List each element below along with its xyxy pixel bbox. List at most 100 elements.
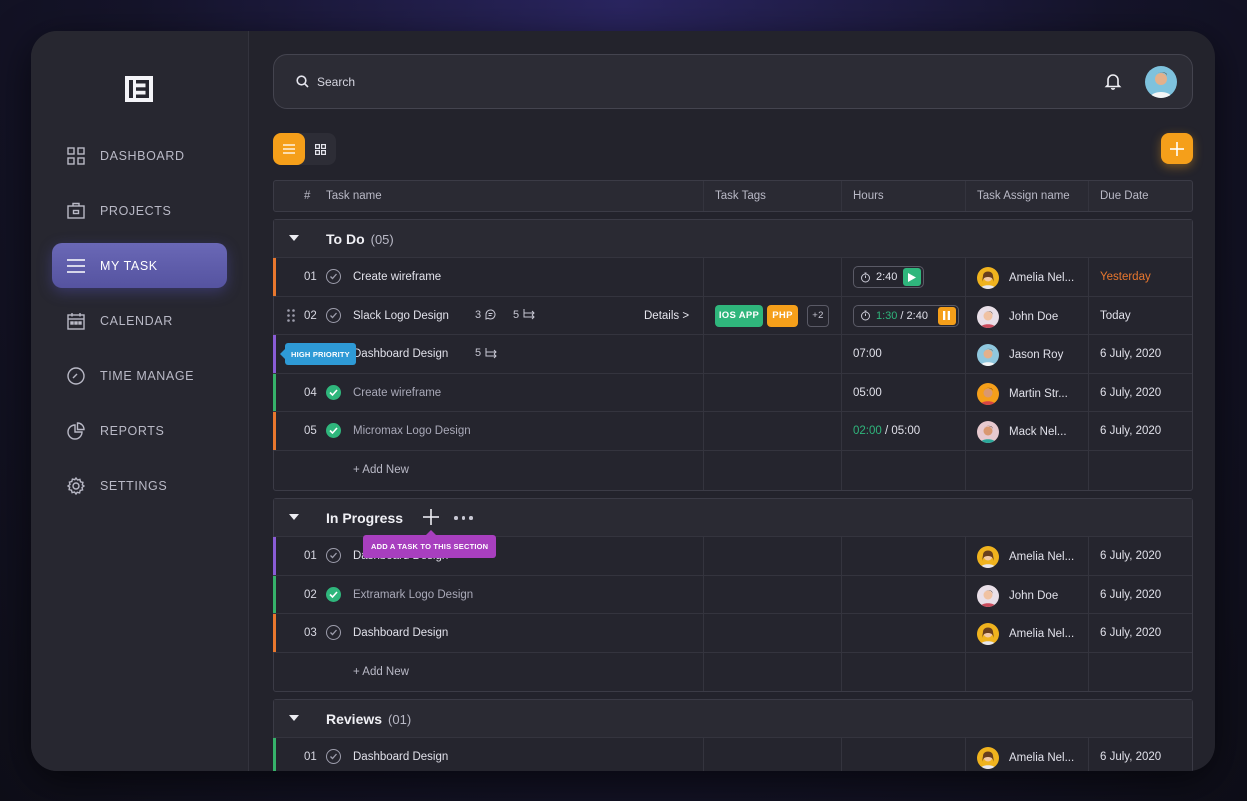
nav-label: PROJECTS — [100, 203, 172, 218]
task-name[interactable]: Create wireframe — [353, 271, 442, 283]
pause-button[interactable] — [937, 306, 956, 325]
task-name[interactable]: Extramark Logo Design — [353, 588, 474, 601]
collapse-caret-icon[interactable] — [289, 514, 299, 520]
assignee[interactable]: Amelia Nel... — [977, 747, 1074, 769]
nav-label: TIME MANAGE — [100, 368, 195, 383]
subtasks-count[interactable]: 5 — [475, 347, 497, 359]
task-checkbox[interactable] — [326, 307, 341, 323]
search-input[interactable]: Search — [317, 74, 356, 89]
header-due-date[interactable]: Due Date — [1100, 190, 1149, 202]
grid-icon — [315, 143, 326, 155]
table-row[interactable]: HIGH PRIORITY Dashboard Design 5 07:00 J… — [273, 335, 1192, 374]
task-name[interactable]: Micromax Logo Design — [353, 425, 471, 438]
assignee[interactable]: Jason Roy — [977, 344, 1063, 367]
subtask-icon — [485, 347, 497, 359]
nav-dashboard[interactable]: DASHBOARD — [52, 133, 227, 178]
section-count: (01) — [388, 712, 412, 727]
header-num: # — [304, 190, 311, 202]
assignee[interactable]: Martin Str... — [977, 382, 1068, 405]
table-row[interactable]: 01 Dashboard Design Amelia Nel... 6 July… — [273, 738, 1192, 771]
task-checkbox-done[interactable] — [326, 423, 341, 439]
main-content: Search # Task name Task Tags Hours Task … — [249, 31, 1215, 771]
details-link[interactable]: Details > — [644, 309, 690, 322]
due-date: 6 July, 2020 — [1100, 627, 1162, 640]
list-view-button[interactable] — [273, 133, 305, 165]
task-name[interactable]: Dashboard Design — [353, 348, 449, 361]
task-checkbox-done[interactable] — [326, 586, 341, 602]
due-date: 6 July, 2020 — [1100, 386, 1162, 399]
header-task-name[interactable]: Task name — [326, 190, 382, 202]
add-new-button[interactable]: + Add New — [353, 463, 409, 476]
tag-ios-app[interactable]: IOS APP — [715, 304, 763, 327]
add-task-button[interactable] — [1161, 133, 1193, 164]
play-icon — [908, 272, 917, 282]
assignee[interactable]: Mack Nel... — [977, 421, 1067, 444]
table-row[interactable]: 05 Micromax Logo Design 02:00 / 05:00 Ma… — [273, 412, 1192, 451]
nav-settings[interactable]: SETTINGS — [52, 463, 227, 508]
add-task-plus-icon[interactable] — [422, 508, 440, 526]
search-bar[interactable]: Search — [273, 54, 1193, 109]
due-date: Yesterday — [1100, 271, 1151, 283]
row-number: 04 — [304, 386, 317, 399]
assignee[interactable]: Amelia Nel... — [977, 623, 1074, 646]
header-hours[interactable]: Hours — [853, 190, 884, 202]
add-new-button[interactable]: + Add New — [353, 665, 409, 678]
table-row[interactable]: 03 Dashboard Design Amelia Nel... 6 July… — [273, 614, 1192, 653]
table-row[interactable]: 02 Slack Logo Design 3 5 Details > IOS A… — [274, 297, 1192, 336]
avatar — [977, 305, 999, 328]
task-checkbox[interactable] — [326, 269, 341, 284]
avatar — [977, 267, 999, 289]
nav-projects[interactable]: PROJECTS — [52, 188, 227, 233]
task-name[interactable]: Create wireframe — [353, 386, 442, 399]
assignee[interactable]: Amelia Nel... — [977, 546, 1074, 568]
task-checkbox[interactable] — [326, 548, 341, 563]
comments-count[interactable]: 3 — [475, 309, 496, 321]
timer: 1:30 / 2:40 — [853, 304, 959, 327]
nav-reports[interactable]: REPORTS — [52, 408, 227, 453]
table-row[interactable]: 04 Create wireframe 05:00 Martin Str... … — [273, 373, 1192, 413]
comment-icon — [485, 309, 496, 320]
more-options-icon[interactable] — [454, 516, 473, 520]
row-number: 02 — [304, 309, 317, 322]
play-button[interactable] — [903, 268, 922, 286]
bell-icon[interactable] — [1104, 72, 1122, 90]
table-row[interactable]: 02 Extramark Logo Design John Doe 6 July… — [273, 575, 1192, 615]
add-new-row[interactable]: + Add New — [274, 451, 1192, 490]
header-task-tags[interactable]: Task Tags — [715, 190, 766, 202]
task-checkbox[interactable] — [326, 625, 341, 641]
task-name[interactable]: Dashboard Design — [353, 627, 449, 640]
menu-icon — [66, 256, 86, 276]
avatar — [977, 623, 999, 646]
tag-more[interactable]: +2 — [807, 304, 829, 327]
briefcase-icon — [66, 201, 86, 221]
row-number: 01 — [304, 550, 317, 562]
collapse-caret-icon[interactable] — [289, 235, 299, 241]
tag-php[interactable]: PHP — [767, 304, 798, 327]
table-row[interactable]: 01 Create wireframe 2:40 Amelia Nel... Y… — [273, 258, 1192, 297]
subtask-icon — [523, 309, 535, 320]
nav-time-manage[interactable]: TIME MANAGE — [52, 353, 227, 398]
task-checkbox-done[interactable] — [326, 384, 341, 400]
add-new-row[interactable]: + Add New — [274, 653, 1192, 692]
app-logo[interactable] — [125, 76, 153, 102]
section-header: To Do (05) — [274, 220, 1192, 258]
assignee[interactable]: Amelia Nel... — [977, 267, 1074, 289]
drag-handle-icon[interactable] — [287, 308, 295, 322]
header-assign[interactable]: Task Assign name — [977, 190, 1070, 202]
assignee[interactable]: John Doe — [977, 305, 1058, 328]
row-number: 01 — [304, 751, 317, 763]
nav-calendar[interactable]: CALENDAR — [52, 298, 227, 343]
view-toggle — [273, 133, 336, 165]
task-checkbox[interactable] — [326, 749, 341, 764]
assignee-name: Amelia Nel... — [1009, 551, 1075, 563]
nav-my-task[interactable]: MY TASK — [52, 243, 227, 288]
task-name[interactable]: Dashboard Design — [353, 751, 449, 763]
section-in-progress: In Progress ADD A TASK TO THIS SECTION 0… — [273, 498, 1193, 692]
search-icon — [296, 75, 309, 88]
task-name[interactable]: Slack Logo Design — [353, 309, 449, 322]
collapse-caret-icon[interactable] — [289, 715, 299, 721]
grid-view-button[interactable] — [305, 133, 336, 165]
subtasks-count[interactable]: 5 — [513, 309, 535, 321]
user-avatar[interactable] — [1145, 66, 1177, 98]
assignee[interactable]: John Doe — [977, 584, 1058, 607]
